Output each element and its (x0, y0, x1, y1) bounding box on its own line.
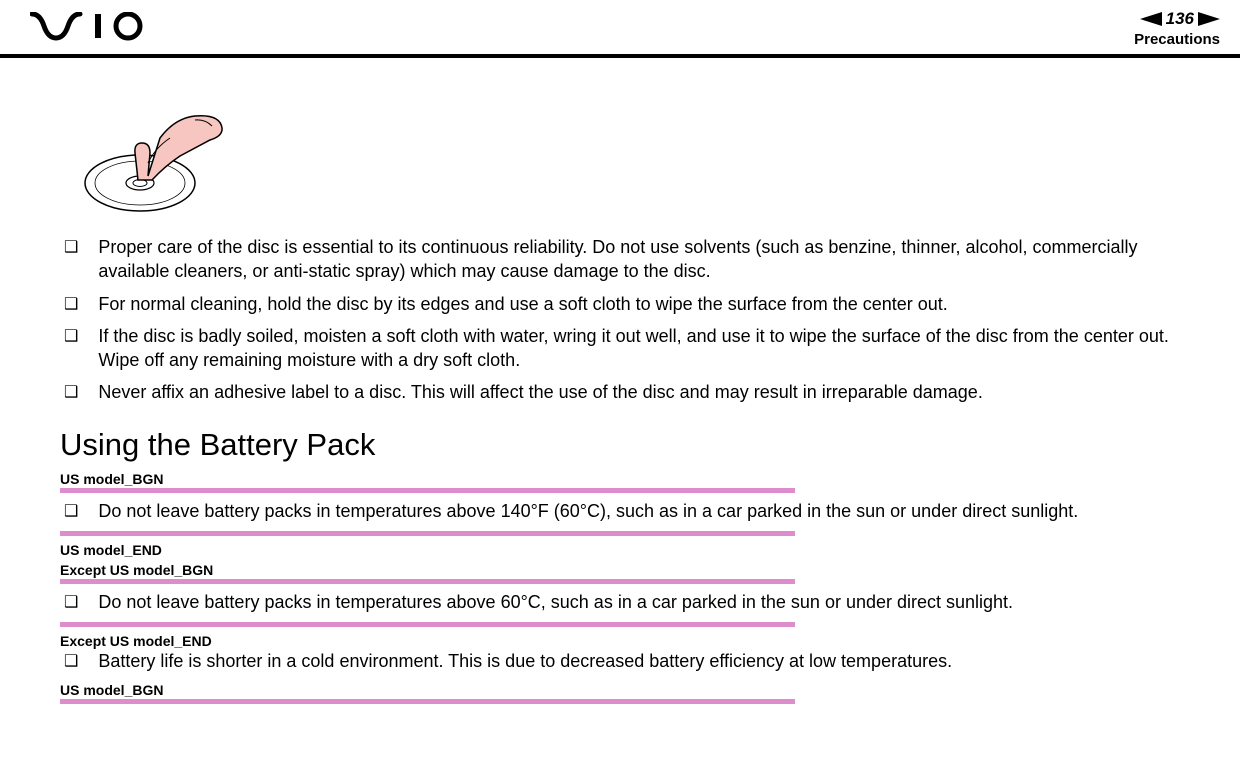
page-content: ❑ Proper care of the disc is essential to… (0, 58, 1240, 704)
next-page-arrow-icon[interactable] (1198, 12, 1220, 26)
bullet-text: For normal cleaning, hold the disc by it… (98, 292, 947, 316)
list-item: ❑ Do not leave battery packs in temperatu… (60, 499, 1180, 523)
bullet-text: If the disc is badly soiled, moisten a s… (98, 324, 1180, 373)
model-tag: Except US model_BGN (60, 562, 1180, 578)
bullet-icon: ❑ (64, 326, 78, 348)
list-item: ❑ Never affix an adhesive label to a disc… (60, 380, 1180, 404)
model-tag: US model_BGN (60, 682, 1180, 698)
bullet-icon: ❑ (64, 294, 78, 316)
section-divider (60, 699, 795, 704)
bullet-text: Battery life is shorter in a cold enviro… (98, 649, 952, 673)
battery-heading: Using the Battery Pack (60, 427, 1180, 463)
model-tag: Except US model_END (60, 633, 1180, 649)
vaio-logo (30, 12, 160, 42)
list-item: ❑ Do not leave battery packs in temperatu… (60, 590, 1180, 614)
model-tag: US model_END (60, 542, 1180, 558)
bullet-text: Never affix an adhesive label to a disc.… (98, 380, 982, 404)
bullet-text: Do not leave battery packs in temperatur… (98, 590, 1013, 614)
list-item: ❑ For normal cleaning, hold the disc by i… (60, 292, 1180, 316)
section-divider (60, 488, 795, 493)
bullet-icon: ❑ (64, 592, 78, 614)
page-nav: 136 Precautions (1134, 9, 1220, 48)
section-divider (60, 531, 795, 536)
bullet-icon: ❑ (64, 651, 78, 673)
bullet-text: Do not leave battery packs in temperatur… (98, 499, 1078, 523)
list-item: ❑ Battery life is shorter in a cold envir… (60, 649, 1180, 673)
disc-care-list: ❑ Proper care of the disc is essential to… (60, 235, 1180, 405)
section-title: Precautions (1134, 31, 1220, 48)
section-divider (60, 622, 795, 627)
prev-page-arrow-icon[interactable] (1140, 12, 1162, 26)
page-header: 136 Precautions (0, 0, 1240, 58)
bullet-icon: ❑ (64, 382, 78, 404)
bullet-text: Proper care of the disc is essential to … (98, 235, 1180, 284)
model-tag: US model_BGN (60, 471, 1180, 487)
disc-hand-illustration (80, 108, 1180, 223)
page-number: 136 (1166, 9, 1194, 29)
bullet-icon: ❑ (64, 501, 78, 523)
list-item: ❑ Proper care of the disc is essential to… (60, 235, 1180, 284)
battery-section-container: US model_BGN ❑ Do not leave battery packs … (60, 471, 1180, 704)
bullet-icon: ❑ (64, 237, 78, 259)
section-divider (60, 579, 795, 584)
list-item: ❑ If the disc is badly soiled, moisten a … (60, 324, 1180, 373)
